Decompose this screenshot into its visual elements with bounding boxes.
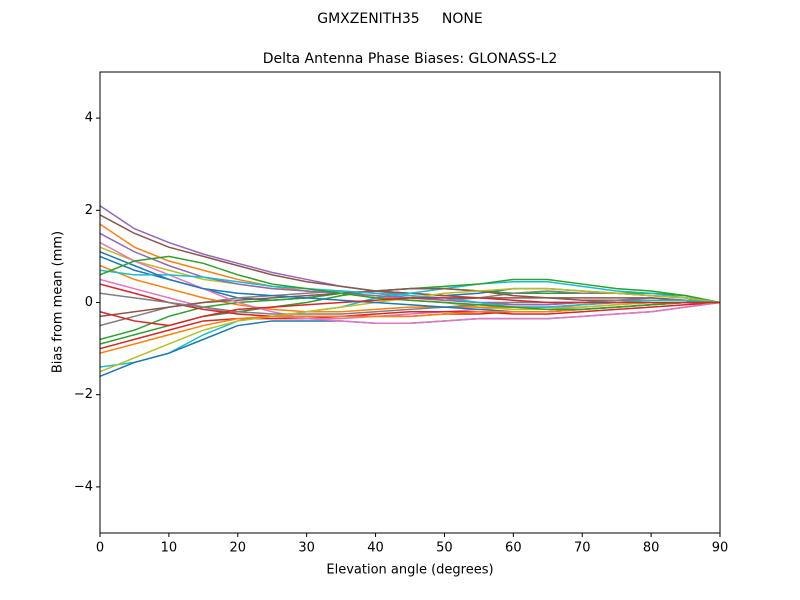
x-tick-label: 90 (712, 541, 729, 556)
x-tick-label: 40 (367, 541, 384, 556)
y-tick-label: 2 (85, 203, 93, 218)
x-tick-label: 20 (230, 541, 247, 556)
y-tick-label: −4 (74, 479, 93, 494)
y-tick-label: 4 (85, 111, 93, 126)
series-line (100, 281, 720, 368)
x-tick-label: 0 (96, 541, 104, 556)
suptitle: GMXZENITH35 NONE (317, 11, 483, 27)
y-tick-label: 0 (85, 295, 93, 310)
x-tick-label: 50 (436, 541, 453, 556)
x-tick-label: 30 (298, 541, 315, 556)
x-axis-label: Elevation angle (degrees) (326, 563, 493, 578)
chart-title: Delta Antenna Phase Biases: GLONASS-L2 (263, 51, 558, 67)
y-tick-label: −2 (74, 387, 93, 402)
x-tick-label: 10 (161, 541, 178, 556)
x-tick-label: 80 (643, 541, 660, 556)
series-line (100, 292, 720, 315)
series-line (100, 297, 720, 327)
series-line (100, 283, 720, 318)
y-axis-label: Bias from mean (mm) (51, 231, 66, 373)
series-line (100, 255, 720, 311)
x-tick-label: 60 (505, 541, 522, 556)
x-tick-label: 70 (574, 541, 591, 556)
